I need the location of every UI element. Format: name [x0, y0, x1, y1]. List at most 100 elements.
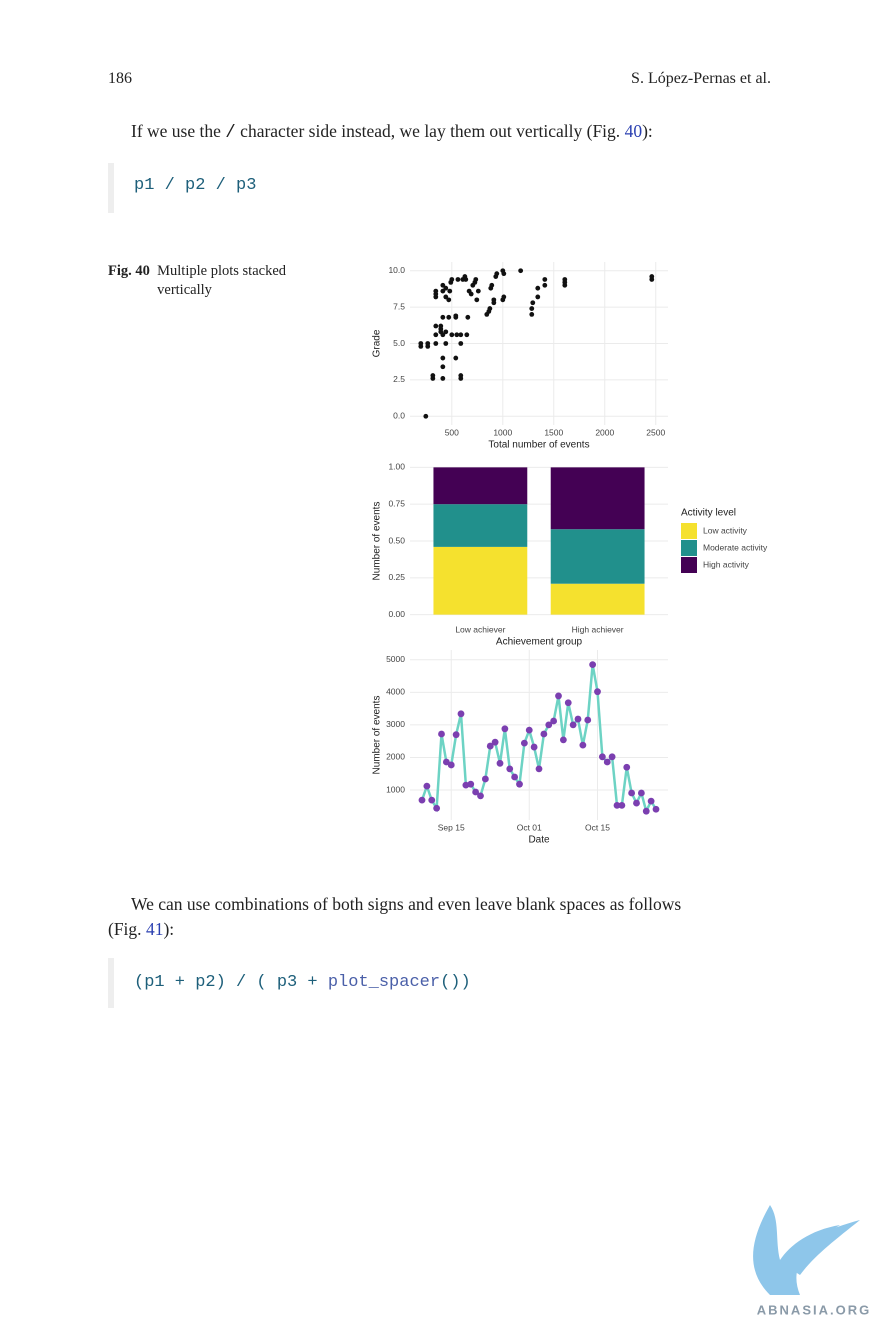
point	[501, 271, 507, 277]
y-tick-label: 0.25	[388, 572, 405, 582]
y-tick-label: 0.75	[388, 498, 405, 508]
text: ):	[163, 919, 175, 939]
point	[428, 796, 436, 804]
point	[433, 341, 439, 346]
legend-label: High activity	[703, 559, 750, 569]
legend-swatch	[681, 523, 697, 539]
code-text: (p1 + p2) / ( p3 +	[134, 973, 328, 992]
point	[468, 291, 474, 297]
point	[433, 804, 441, 812]
point	[562, 277, 568, 282]
code: p1 / p2 / p3	[134, 176, 257, 195]
point	[496, 759, 504, 767]
point	[569, 721, 577, 729]
x-axis-label: Total number of events	[488, 440, 589, 451]
legend-swatch	[681, 540, 697, 556]
point	[481, 775, 489, 783]
bar-segment	[550, 583, 645, 615]
paragraph-line: We can use combinations of both signs an…	[131, 894, 682, 914]
point	[535, 765, 543, 773]
point	[530, 300, 536, 306]
point	[440, 376, 446, 381]
point	[594, 688, 601, 696]
figure-label: Fig. 40	[108, 263, 150, 279]
point	[418, 796, 426, 804]
point	[501, 725, 509, 733]
legend-label: Moderate activity	[703, 542, 768, 552]
point	[518, 268, 524, 274]
point	[649, 274, 655, 279]
point	[440, 332, 446, 338]
point	[506, 765, 514, 773]
y-tick-label: 5.0	[393, 338, 405, 348]
figure-link[interactable]: 41	[145, 919, 164, 939]
point	[447, 288, 453, 294]
point	[647, 797, 655, 805]
point	[535, 285, 541, 291]
bar-segment	[433, 467, 528, 505]
point	[433, 288, 439, 294]
y-tick-label: 1.00	[388, 462, 405, 472]
x-axis-label: Date	[528, 835, 550, 846]
point	[618, 801, 626, 809]
bar-segment	[433, 504, 528, 547]
legend-title: Activity level	[681, 508, 736, 519]
point	[438, 730, 445, 738]
point	[540, 730, 548, 738]
bar-segment	[550, 467, 645, 530]
legend-swatch	[681, 557, 697, 573]
x-tick-label: 500	[445, 427, 459, 437]
point	[457, 710, 465, 718]
code: (p1 + p2) / ( p3 + plot_spacer())	[134, 973, 471, 992]
point	[579, 741, 587, 749]
y-tick-label: 5000	[386, 654, 405, 664]
point	[542, 277, 548, 282]
point	[474, 297, 480, 303]
point	[443, 294, 449, 300]
point	[418, 341, 424, 346]
point	[529, 306, 535, 311]
point	[438, 323, 444, 329]
point	[628, 789, 636, 797]
point	[489, 282, 495, 288]
point	[423, 413, 429, 419]
y-tick-label: 4000	[386, 687, 405, 697]
point	[589, 661, 597, 669]
running-head: S. López-Pernas et al.	[631, 70, 771, 87]
code-text: ())	[440, 973, 471, 992]
point	[564, 699, 572, 707]
point	[637, 789, 645, 797]
bar-segment	[433, 546, 528, 615]
point	[440, 288, 446, 294]
point	[473, 277, 479, 282]
point	[453, 313, 459, 319]
figure-link[interactable]: 40	[624, 121, 643, 141]
code-function: plot_spacer	[327, 973, 441, 992]
point	[613, 801, 621, 809]
point	[516, 780, 523, 788]
point	[430, 373, 436, 378]
text: character side instead, we lay them out …	[235, 121, 625, 141]
point	[511, 773, 519, 781]
point	[458, 373, 464, 378]
y-tick-label: 1000	[386, 784, 405, 794]
legend-label: Low activity	[703, 525, 748, 535]
point	[465, 314, 471, 320]
point	[455, 277, 461, 282]
point	[542, 282, 548, 288]
x-tick-label: 1500	[544, 427, 563, 437]
y-tick-label: 0.50	[388, 535, 405, 545]
bar-segment	[550, 529, 645, 584]
y-axis-label: Number of events	[372, 696, 383, 775]
point	[550, 717, 558, 725]
point	[525, 726, 533, 734]
point	[454, 332, 460, 338]
point	[530, 743, 538, 751]
point	[446, 297, 452, 303]
point	[440, 282, 446, 288]
point	[452, 731, 460, 739]
point	[458, 332, 464, 338]
point	[440, 314, 446, 320]
